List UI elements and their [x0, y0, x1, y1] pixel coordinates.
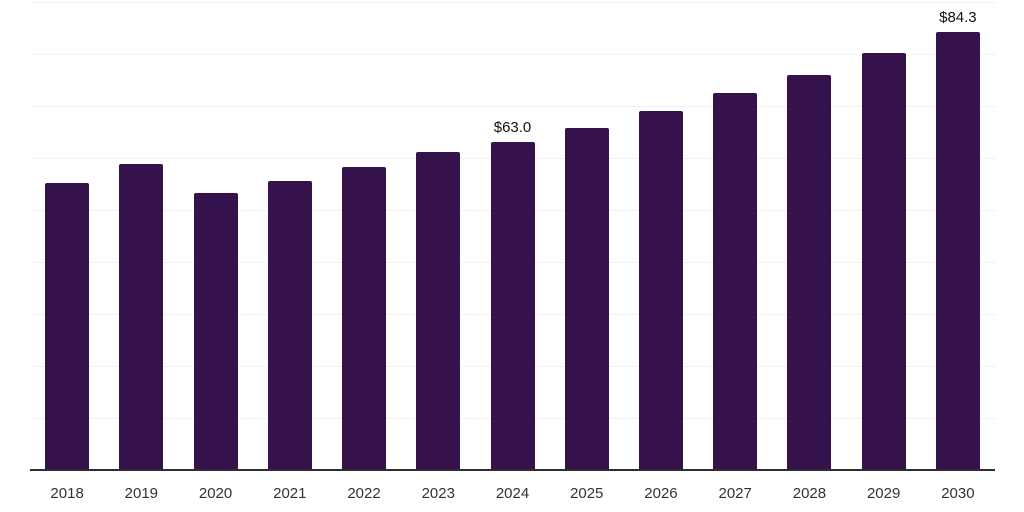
x-tick-label-2026: 2026	[644, 485, 678, 502]
x-tick-label-2018: 2018	[50, 485, 84, 502]
x-tick-label-2030: 2030	[941, 485, 975, 502]
bar-2019[interactable]	[119, 164, 164, 470]
gridline	[30, 2, 995, 3]
bar-2028[interactable]	[787, 74, 832, 470]
bar-2026[interactable]	[638, 111, 683, 470]
plot-area: $63.0 $84.3	[30, 0, 995, 470]
bar-2025[interactable]	[564, 127, 609, 470]
bar-2023[interactable]	[416, 151, 461, 470]
bar-2021[interactable]	[267, 180, 312, 470]
bar-2022[interactable]	[342, 166, 387, 470]
x-tick-label-2027: 2027	[718, 485, 752, 502]
bar-value-label-2024: $63.0	[493, 119, 532, 137]
x-tick-label-2022: 2022	[347, 485, 381, 502]
bar-2020[interactable]	[193, 192, 238, 470]
x-tick-label-2025: 2025	[570, 485, 604, 502]
bar-2024[interactable]	[490, 142, 535, 470]
x-tick-label-2029: 2029	[866, 485, 901, 502]
bar-2018[interactable]	[45, 182, 90, 470]
bar-2029[interactable]	[861, 52, 906, 470]
bar-value-label-2030: $84.3	[939, 8, 977, 26]
bar-2030[interactable]	[935, 31, 980, 470]
x-tick-label-2024: 2024	[495, 485, 530, 502]
x-tick-label-2021: 2021	[273, 485, 307, 502]
x-tick-label-2019: 2019	[124, 485, 159, 502]
x-tick-label-2028: 2028	[792, 485, 827, 502]
gridline	[30, 106, 995, 107]
x-tick-label-2023: 2023	[421, 485, 455, 502]
x-tick-label-2020: 2020	[198, 485, 233, 502]
x-axis-line	[30, 469, 995, 471]
bar-2027[interactable]	[713, 93, 758, 470]
gridline	[30, 54, 995, 55]
